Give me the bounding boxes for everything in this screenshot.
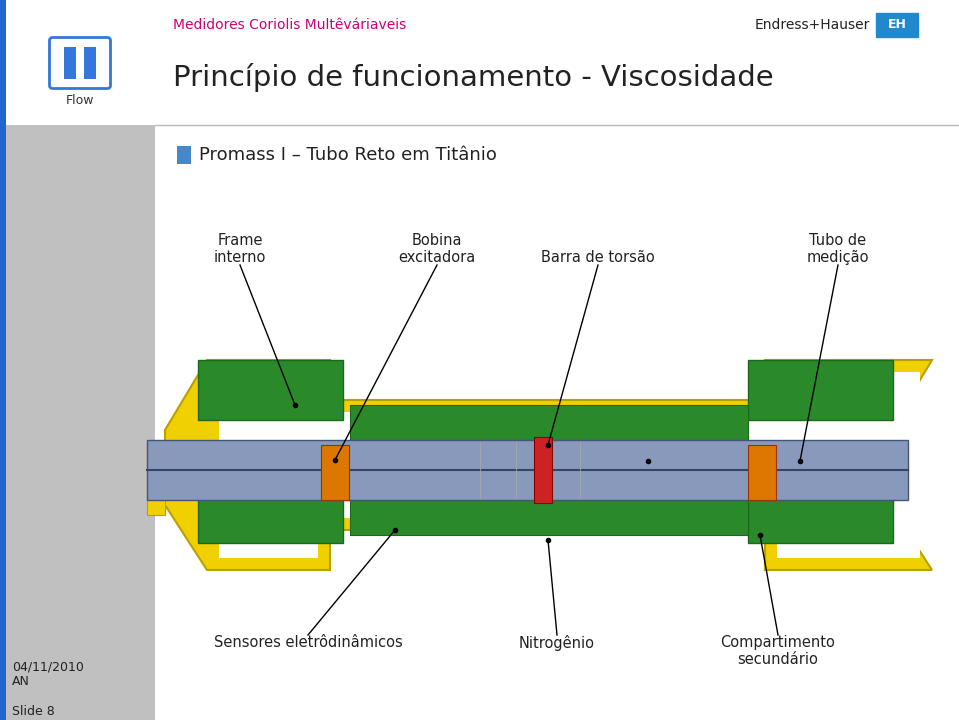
- Bar: [0, 0, 155, 720]
- FancyBboxPatch shape: [50, 37, 110, 89]
- Text: EH: EH: [888, 19, 906, 32]
- Text: Compartimento
secundário: Compartimento secundário: [720, 635, 835, 667]
- FancyBboxPatch shape: [876, 13, 918, 37]
- Bar: [890, 445, 908, 470]
- Bar: [747, 360, 893, 420]
- Bar: [198, 487, 342, 542]
- Text: Medidores Coriolis Multêváriaveis: Medidores Coriolis Multêváriaveis: [173, 18, 407, 32]
- Bar: [84, 47, 96, 79]
- Text: Frame
interno: Frame interno: [214, 233, 267, 265]
- Text: Princípio de funcionamento - Viscosidade: Princípio de funcionamento - Viscosidade: [173, 63, 774, 91]
- Bar: [155, 0, 959, 125]
- Text: Tubo de
medição: Tubo de medição: [807, 233, 869, 265]
- Text: Flow: Flow: [66, 94, 94, 107]
- Bar: [147, 490, 165, 515]
- Bar: [198, 360, 342, 420]
- Bar: [350, 405, 748, 440]
- Bar: [147, 440, 908, 500]
- Bar: [64, 47, 76, 79]
- Text: Barra de torsão: Barra de torsão: [541, 250, 655, 265]
- Text: Sensores eletrôdinâmicos: Sensores eletrôdinâmicos: [214, 635, 403, 650]
- Polygon shape: [219, 372, 920, 558]
- Text: Bobina
excitadora: Bobina excitadora: [398, 233, 476, 265]
- Bar: [0, 0, 6, 720]
- Bar: [890, 490, 908, 515]
- Text: Nitrogênio: Nitrogênio: [519, 635, 595, 651]
- Bar: [177, 146, 191, 164]
- Text: Endress+Hauser: Endress+Hauser: [755, 18, 870, 32]
- Bar: [350, 500, 748, 535]
- Text: 04/11/2010
AN

Slide 8: 04/11/2010 AN Slide 8: [12, 660, 83, 718]
- Polygon shape: [165, 360, 932, 570]
- Bar: [534, 437, 552, 503]
- Bar: [147, 445, 165, 470]
- Bar: [748, 445, 776, 500]
- Bar: [6, 0, 155, 125]
- Bar: [747, 487, 893, 542]
- Bar: [321, 445, 349, 500]
- Text: Promass I – Tubo Reto em Titânio: Promass I – Tubo Reto em Titânio: [199, 146, 497, 164]
